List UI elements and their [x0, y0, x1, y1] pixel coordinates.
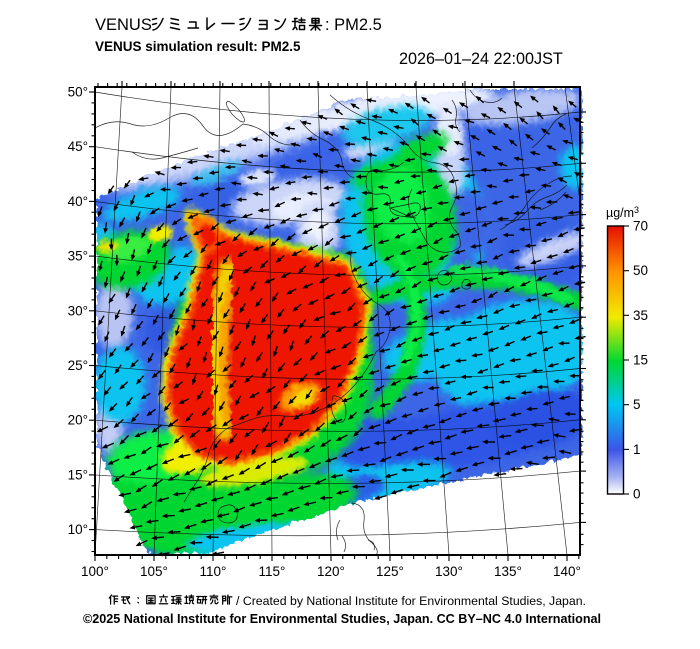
svg-text:100°: 100°	[81, 564, 109, 579]
svg-text:/ Created by National Institut: / Created by National Institute for Envi…	[236, 594, 586, 608]
svg-text:115°: 115°	[259, 564, 286, 579]
svg-text:70: 70	[633, 219, 648, 234]
svg-text:1: 1	[633, 442, 641, 457]
svg-text:10°: 10°	[68, 522, 88, 537]
svg-text:VENUS: VENUS	[95, 16, 152, 34]
svg-text:15°: 15°	[68, 467, 88, 482]
svg-text:40°: 40°	[68, 194, 88, 209]
svg-text:: PM2.5: : PM2.5	[325, 16, 382, 34]
svg-text:135°: 135°	[494, 564, 522, 579]
svg-text:µg/m3: µg/m3	[606, 205, 639, 220]
svg-text:125°: 125°	[376, 564, 404, 579]
svg-text:140°: 140°	[553, 564, 581, 579]
svg-text:VENUS simulation result: PM2.5: VENUS simulation result: PM2.5	[95, 39, 301, 54]
svg-text:50: 50	[633, 263, 648, 278]
svg-text:30°: 30°	[68, 303, 88, 318]
svg-text:2026–01–24 22:00JST: 2026–01–24 22:00JST	[399, 50, 563, 68]
svg-text:35°: 35°	[68, 249, 88, 264]
svg-text:50°: 50°	[68, 85, 88, 100]
svg-text:0: 0	[633, 487, 641, 502]
svg-text:15: 15	[633, 353, 648, 368]
svg-text:130°: 130°	[435, 564, 463, 579]
svg-text:©2025 National Institute for E: ©2025 National Institute for Environment…	[83, 612, 601, 626]
svg-text:110°: 110°	[200, 564, 227, 579]
svg-text:35: 35	[633, 308, 648, 323]
svg-text:105°: 105°	[140, 564, 168, 579]
svg-text:25°: 25°	[68, 358, 88, 373]
svg-text:120°: 120°	[317, 564, 345, 579]
svg-text:5: 5	[633, 397, 641, 412]
svg-text:45°: 45°	[68, 139, 88, 154]
svg-text:20°: 20°	[68, 413, 88, 428]
